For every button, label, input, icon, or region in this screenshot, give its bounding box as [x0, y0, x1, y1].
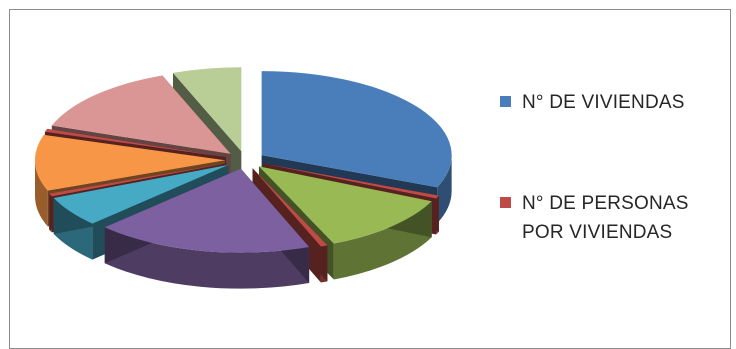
- slice-viviendas-1-top: [261, 71, 452, 188]
- legend-label-personas-line1: N° DE PERSONAS: [522, 193, 689, 214]
- legend-label-personas-line2: POR VIVIENDAS: [522, 222, 673, 243]
- slice-personas-2-top: [252, 168, 328, 247]
- slice-viviendas-3-outer-wall: [104, 227, 310, 289]
- legend-swatch-viviendas: [500, 96, 511, 107]
- legend-label-viviendas: N° DE VIVIENDAS: [522, 92, 685, 113]
- slice-personas-1-top: [263, 163, 439, 199]
- slice-viviendas-3-top: [104, 168, 310, 253]
- slice-viviendas-7-top: [172, 67, 242, 152]
- legend: N° DE VIVIENDAS N° DE PERSONAS POR VIVIE…: [500, 88, 720, 247]
- slice-viviendas-4-top: [53, 164, 229, 224]
- legend-item-personas: N° DE PERSONAS POR VIVIENDAS: [500, 189, 720, 247]
- chart-area: N° DE VIVIENDAS N° DE PERSONAS POR VIVIE…: [9, 9, 731, 349]
- slice-personas-5-top: [44, 128, 227, 158]
- slice-viviendas-5-outer-wall: [35, 160, 48, 227]
- pie-chart: [35, 67, 452, 289]
- legend-item-viviendas: N° DE VIVIENDAS: [500, 88, 720, 117]
- slice-personas-4-top: [49, 163, 227, 197]
- legend-swatch-personas: [500, 197, 511, 208]
- slice-viviendas-1-outer-wall: [437, 155, 452, 224]
- slice-viviendas-5-top: [35, 134, 226, 191]
- slice-viviendas-6-top: [51, 75, 231, 154]
- slice-viviendas-2-top: [258, 166, 432, 244]
